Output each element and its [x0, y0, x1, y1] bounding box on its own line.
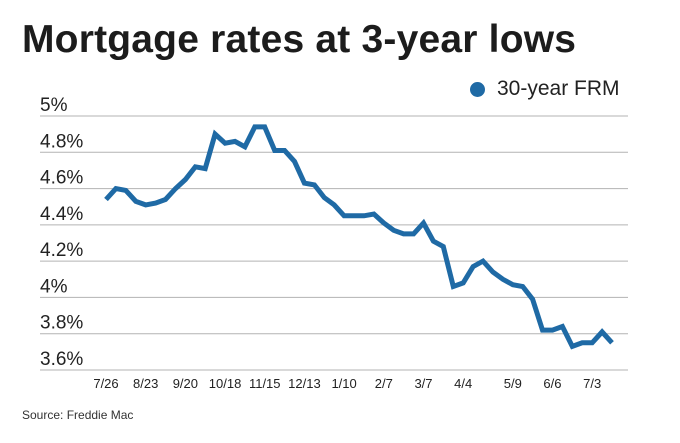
chart-title: Mortgage rates at 3-year lows: [22, 18, 577, 61]
legend-label: 30-year FRM: [497, 77, 620, 100]
y-tick-label: 4%: [40, 276, 68, 297]
y-tick-label: 3.8%: [40, 313, 83, 334]
x-tick-label: 6/6: [543, 376, 561, 391]
x-tick-label: 12/13: [288, 376, 321, 391]
legend: 30-year FRM: [470, 76, 620, 102]
x-tick-label: 7/3: [583, 376, 601, 391]
y-tick-label: 4.2%: [40, 240, 83, 261]
x-tick-label: 8/23: [133, 376, 158, 391]
y-tick-label: 4.6%: [40, 168, 83, 189]
y-tick-label: 4.8%: [40, 131, 83, 152]
y-tick-label: 3.6%: [40, 349, 83, 370]
series-group: [104, 124, 614, 350]
y-tick-label: 5%: [40, 95, 68, 116]
series-line-30-year-frm: [104, 124, 614, 350]
x-tick-label: 4/4: [454, 376, 472, 391]
gridlines: [40, 115, 628, 371]
x-tick-label: 10/18: [209, 376, 242, 391]
x-tick-label: 11/15: [249, 376, 281, 391]
y-axis-ticks: 3.6% 3.8% 4% 4.2% 4.4% 4.6% 4.8% 5%: [40, 95, 83, 370]
x-tick-label: 2/7: [375, 376, 393, 391]
source-note: Source: Freddie Mac: [22, 408, 134, 422]
x-tick-label: 7/26: [93, 376, 118, 391]
y-tick-label: 4.4%: [40, 204, 83, 225]
x-tick-label: 3/7: [414, 376, 432, 391]
x-axis-ticks: 7/26 8/23 9/20 10/18 11/15 12/13 1/10 2/7 3/7 4/4…: [93, 376, 601, 391]
legend-marker: [470, 81, 485, 97]
x-tick-label: 9/20: [173, 376, 198, 391]
x-tick-label: 1/10: [331, 376, 356, 391]
x-tick-label: 5/9: [504, 376, 522, 391]
